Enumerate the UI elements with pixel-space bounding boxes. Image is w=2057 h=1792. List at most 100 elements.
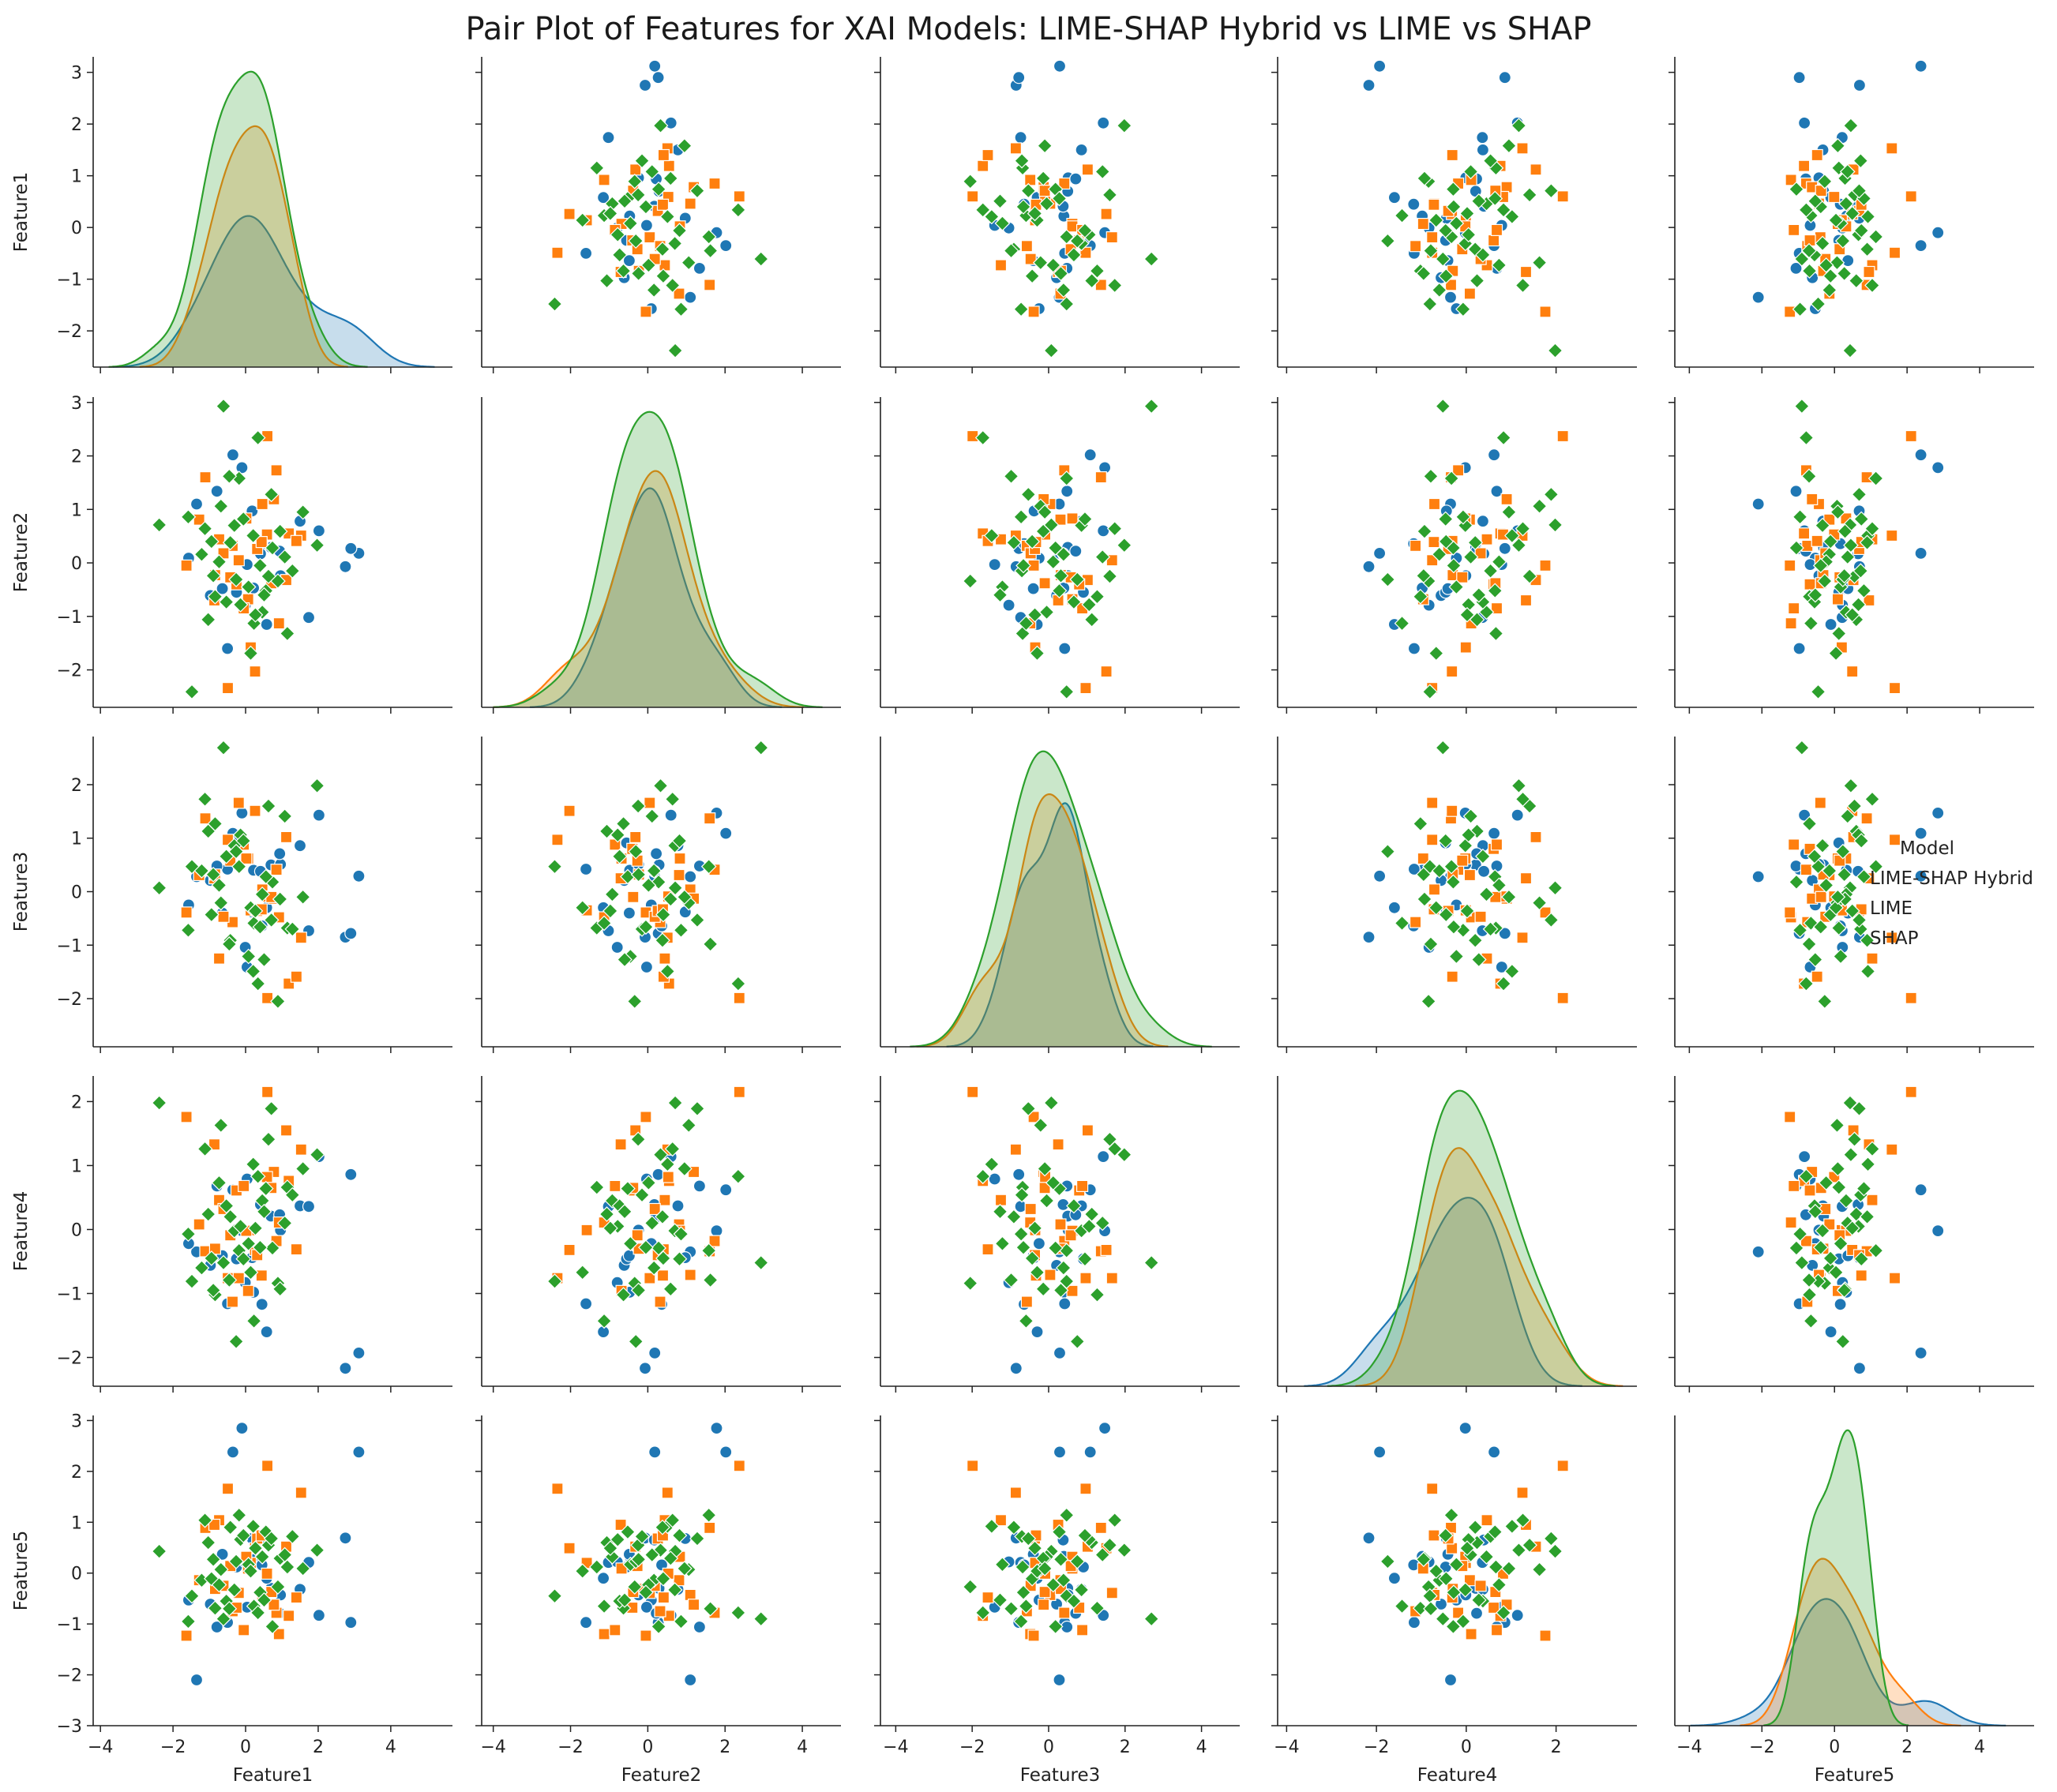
point-shap (1838, 1193, 1854, 1209)
y-axis-label: Feature4 (11, 1191, 32, 1272)
point-shap (205, 1551, 221, 1568)
point-lime (1539, 559, 1552, 572)
point-shap (626, 174, 643, 189)
point-lime-shap-hybrid (302, 1200, 316, 1213)
point-lime (1490, 602, 1503, 615)
point-lime (1804, 1184, 1816, 1197)
point-lime-shap-hybrid (1792, 71, 1806, 84)
point-shap (1027, 1540, 1043, 1557)
point-lime-shap-hybrid (710, 1421, 723, 1435)
point-lime (1846, 665, 1859, 678)
point-shap (1511, 778, 1527, 794)
point-shap (617, 193, 632, 209)
x-tick-label: −2 (1749, 1738, 1774, 1757)
point-shap (218, 594, 235, 610)
point-lime-shap-hybrid (1476, 131, 1489, 144)
point-shap (615, 263, 632, 279)
point-lime (1009, 142, 1023, 155)
point-lime-shap-hybrid (1498, 71, 1511, 84)
point-lime (1444, 279, 1458, 291)
point-lime-shap-hybrid (1789, 859, 1803, 873)
point-shap (232, 597, 249, 613)
point-shap (180, 1226, 197, 1242)
panel-feature1-vs-feature2: −2 −1 0 1 2 3 Feature2 (11, 394, 452, 714)
point-lime (1465, 1628, 1477, 1640)
point-shap (309, 537, 325, 553)
point-shap (203, 534, 220, 549)
point-lime (733, 1460, 745, 1472)
point-lime-shap-hybrid (1058, 642, 1072, 655)
point-shap (753, 740, 769, 756)
point-shap (1417, 171, 1432, 186)
point-shap (270, 1579, 286, 1595)
point-shap (1038, 604, 1055, 620)
point-shap (240, 579, 257, 595)
point-lime-shap-hybrid (1012, 71, 1026, 84)
point-shap (1852, 563, 1869, 579)
point-lime-shap-hybrid (684, 1673, 697, 1687)
point-shap (1511, 537, 1527, 553)
point-lime-shap-hybrid (273, 847, 287, 860)
kde-fill-shap (493, 411, 823, 707)
kde-line-shap (1763, 1429, 1909, 1726)
point-shap (193, 863, 210, 879)
point-shap (1438, 534, 1455, 549)
point-shap (1543, 1531, 1560, 1546)
point-shap (1844, 606, 1860, 623)
point-lime-shap-hybrid (1511, 1609, 1524, 1622)
panel-feature3-vs-feature3 (880, 737, 1240, 1053)
point-shap (638, 919, 654, 935)
point-lime-shap-hybrid (344, 1616, 358, 1629)
point-lime (1456, 571, 1469, 583)
point-lime-shap-hybrid (719, 827, 733, 840)
point-shap (280, 1559, 295, 1575)
point-shap (1116, 118, 1132, 133)
point-lime (242, 1284, 254, 1297)
point-shap (574, 899, 591, 916)
point-lime (280, 830, 293, 844)
point-shap (228, 1333, 244, 1350)
point-shap (1522, 1537, 1537, 1554)
point-lime (684, 1269, 696, 1281)
point-shap (272, 1280, 288, 1297)
point-shap (1056, 1260, 1072, 1276)
point-shap (216, 1254, 231, 1271)
y-tick-label: −3 (57, 1717, 82, 1737)
point-lime-shap-hybrid (1443, 291, 1458, 304)
kde-fill-lime-shap-hybrid (530, 488, 783, 707)
point-shap (211, 1576, 227, 1593)
point-shap (992, 1592, 1008, 1608)
point-lime (982, 1243, 994, 1256)
point-lime (295, 1143, 307, 1156)
point-shap (205, 866, 221, 883)
y-tick-label: −1 (57, 271, 82, 291)
point-shap (617, 951, 632, 968)
point-lime-shap-hybrid (579, 862, 593, 876)
point-shap (700, 858, 717, 875)
point-shap (1460, 827, 1477, 843)
panel-feature3-vs-feature2 (874, 397, 1240, 714)
point-shap (1531, 498, 1548, 515)
point-lime-shap-hybrid (1098, 1421, 1112, 1435)
point-lime-shap-hybrid (1914, 1346, 1927, 1360)
point-lime (295, 1486, 307, 1499)
point-shap (1807, 587, 1823, 603)
point-shap (1859, 1209, 1875, 1225)
point-lime-shap-hybrid (693, 1620, 707, 1634)
point-lime (180, 906, 193, 919)
point-shap (1394, 615, 1410, 632)
point-shap (295, 504, 311, 520)
point-shap (546, 1588, 563, 1604)
y-tick-label: 1 (71, 1157, 82, 1176)
point-shap (1066, 1198, 1082, 1214)
point-shap (994, 216, 1011, 231)
point-lime-shap-hybrid (1012, 1168, 1026, 1181)
point-lime (1785, 174, 1797, 186)
point-shap (651, 181, 666, 197)
point-lime (1105, 1587, 1118, 1599)
point-shap (1801, 468, 1817, 485)
point-lime-shap-hybrid (719, 1445, 733, 1459)
point-shap (588, 1179, 605, 1195)
point-shap (611, 848, 628, 864)
